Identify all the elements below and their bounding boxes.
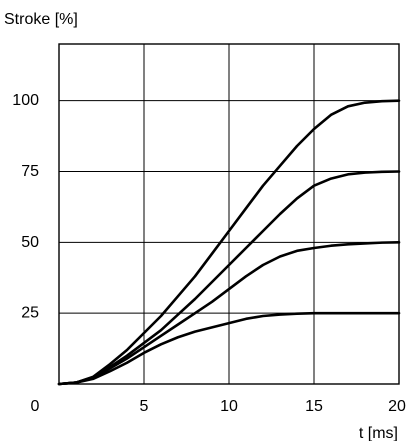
grid [59, 44, 399, 384]
x-tick-label-20: 20 [388, 398, 406, 415]
x-tick-label-10: 10 [220, 398, 238, 415]
x-tick-labels: 0 5 10 15 20 [31, 398, 406, 415]
y-tick-labels: 25 50 75 100 [12, 92, 39, 322]
x-tick-label-15: 15 [305, 398, 323, 415]
x-tick-label-0: 0 [31, 398, 40, 415]
series-line-4 [57, 311, 401, 386]
y-tick-label-25: 25 [21, 305, 39, 322]
series-line-1 [57, 99, 401, 386]
y-tick-label-75: 75 [21, 163, 39, 180]
series-line-3 [57, 241, 401, 386]
x-axis-label: t [ms] [359, 425, 398, 441]
x-tick-label-5: 5 [140, 398, 149, 415]
series-lines [57, 99, 401, 386]
plot-frame [58, 43, 400, 385]
series-line-2 [57, 170, 401, 386]
y-axis-label: Stroke [%] [4, 11, 78, 28]
y-tick-label-50: 50 [21, 234, 39, 251]
y-tick-label-100: 100 [12, 92, 39, 109]
